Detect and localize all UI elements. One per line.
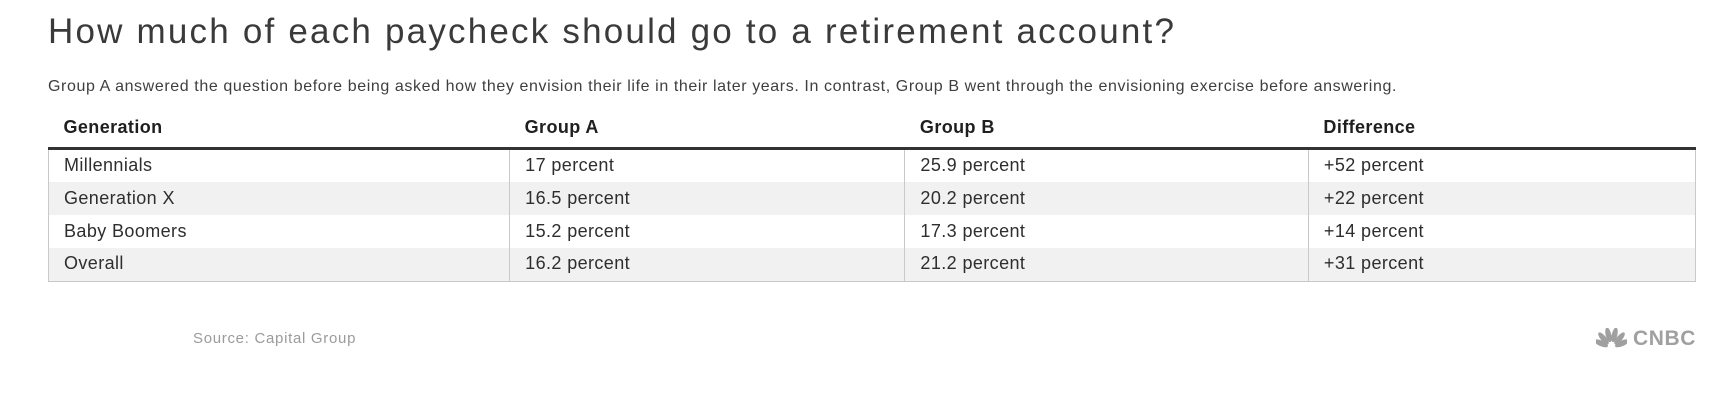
table-row-baby-boomers: Baby Boomers 15.2 percent 17.3 percent +…: [47, 215, 1697, 248]
table-row-millennials: Millennials 17 percent 25.9 percent +52 …: [47, 148, 1697, 182]
cell-group-a: 15.2 percent: [509, 215, 905, 248]
subtitle: Group A answered the question before bei…: [48, 78, 1397, 95]
table-header: Generation Group A Group B Difference: [48, 111, 1696, 150]
column-header-difference: Difference: [1308, 111, 1696, 150]
cell-generation: Generation X: [47, 182, 510, 215]
source-label: Source: Capital Group: [193, 330, 357, 347]
cell-difference: +22 percent: [1307, 182, 1697, 215]
cnbc-logo: CNBC: [1595, 326, 1696, 351]
table-body: Millennials 17 percent 25.9 percent +52 …: [47, 148, 1697, 282]
column-header-generation: Generation: [48, 111, 510, 150]
cell-generation: Overall: [47, 248, 510, 282]
cell-group-b: 17.3 percent: [904, 215, 1309, 248]
cell-generation: Baby Boomers: [47, 215, 510, 248]
cell-group-a: 17 percent: [509, 148, 905, 182]
cell-generation: Millennials: [47, 148, 510, 182]
cell-difference: +31 percent: [1307, 248, 1697, 282]
column-header-group-a: Group A: [509, 111, 905, 150]
cell-group-b: 21.2 percent: [904, 248, 1309, 282]
cell-group-a: 16.2 percent: [509, 248, 905, 282]
cell-group-a: 16.5 percent: [509, 182, 905, 215]
table-row-generation-x: Generation X 16.5 percent 20.2 percent +…: [47, 182, 1697, 215]
cell-group-b: 20.2 percent: [904, 182, 1309, 215]
column-header-group-b: Group B: [904, 111, 1309, 150]
footer: Source: Capital Group CNBC: [48, 327, 1696, 351]
cell-difference: +14 percent: [1307, 215, 1697, 248]
page-title: How much of each paycheck should go to a…: [48, 12, 1177, 51]
cnbc-wordmark: CNBC: [1632, 326, 1696, 350]
cell-difference: +52 percent: [1307, 148, 1697, 182]
table-row-overall: Overall 16.2 percent 21.2 percent +31 pe…: [47, 248, 1697, 282]
cell-group-b: 25.9 percent: [904, 148, 1309, 182]
nbc-peacock-icon: [1595, 328, 1627, 348]
table-header-row: Generation Group A Group B Difference: [48, 111, 1696, 150]
retirement-table: Generation Group A Group B Difference Mi…: [47, 111, 1697, 282]
